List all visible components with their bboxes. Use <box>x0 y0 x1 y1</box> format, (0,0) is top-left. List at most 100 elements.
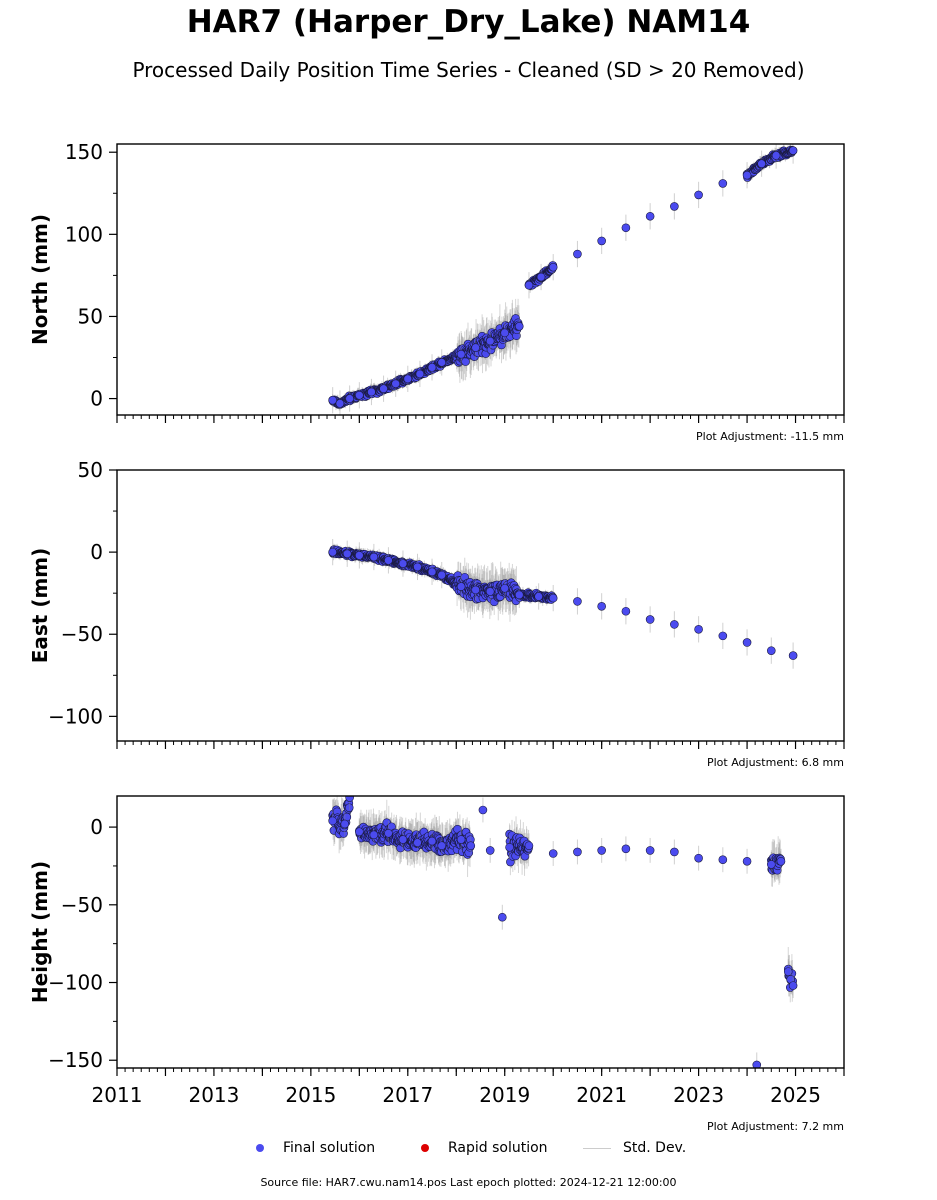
data-point <box>398 559 408 568</box>
legend-final-marker <box>256 1144 264 1152</box>
plot-adjustment-note: Plot Adjustment: -11.5 mm <box>696 430 844 443</box>
data-point <box>500 583 510 593</box>
x-tick-label: 2011 <box>92 1083 143 1107</box>
legend-rapid-label: Rapid solution <box>448 1140 548 1156</box>
plot-frame <box>116 795 845 1069</box>
data-point <box>621 223 631 233</box>
data-point <box>573 847 582 857</box>
data-point <box>752 1060 762 1068</box>
legend-rapid-marker <box>421 1144 429 1152</box>
data-point <box>355 827 364 837</box>
data-point <box>328 395 337 405</box>
data-point <box>534 592 543 601</box>
data-point <box>645 615 655 624</box>
data-point <box>485 336 495 346</box>
data-point <box>597 236 606 246</box>
data-point <box>524 841 534 851</box>
data-point <box>328 547 337 557</box>
data-point <box>788 651 798 660</box>
data-point <box>670 202 679 211</box>
data-point <box>621 844 631 854</box>
data-point <box>524 280 534 290</box>
y-tick-label: −50 <box>61 622 103 646</box>
data-point <box>403 374 413 384</box>
data-point <box>384 556 393 565</box>
y-tick-label: −50 <box>61 893 103 917</box>
y-tick-label: 150 <box>65 140 103 164</box>
data-point <box>345 394 354 403</box>
y-tick-label: 0 <box>90 540 103 564</box>
data-point <box>776 856 786 866</box>
x-tick-label: 2025 <box>770 1083 821 1107</box>
data-point <box>427 836 437 846</box>
y-tick-label: 0 <box>90 387 103 411</box>
panel-height: 2011 2013 2015 2017 2019 2021 2023 2025 −150 −100… <box>28 795 845 1133</box>
data-point <box>694 853 703 863</box>
x-tick-label: 2021 <box>576 1083 627 1107</box>
data-point <box>342 549 352 559</box>
data-point <box>766 646 776 655</box>
x-tick-label: 2017 <box>382 1083 433 1107</box>
y-tick-label: −100 <box>48 971 103 995</box>
legend: Final solution Rapid solution Std. Dev. <box>240 1138 710 1158</box>
data-point <box>340 819 350 829</box>
data-point <box>597 602 606 611</box>
data-point <box>771 151 781 160</box>
data-point <box>427 363 437 372</box>
data-point <box>718 631 728 641</box>
data-point <box>718 855 728 865</box>
data-point <box>437 570 447 580</box>
data-point <box>427 567 437 577</box>
data-point <box>485 846 495 855</box>
data-point <box>645 846 655 855</box>
y-axis-label: Height (mm) <box>28 861 52 1003</box>
x-tick-label: 2019 <box>479 1083 530 1107</box>
data-point <box>548 262 558 272</box>
data-point <box>456 349 466 359</box>
data-point <box>456 835 466 844</box>
data-point <box>415 369 425 379</box>
data-point <box>573 597 582 606</box>
legend-std-label: Std. Dev. <box>623 1140 687 1156</box>
data-point <box>437 841 447 851</box>
data-point <box>621 606 631 616</box>
source-footer: Source file: HAR7.cwu.nam14.pos Last epo… <box>260 1176 677 1189</box>
data-point <box>398 835 408 844</box>
data-point <box>413 838 422 847</box>
data-point <box>456 582 466 591</box>
data-point <box>367 387 376 397</box>
data-point <box>437 358 447 367</box>
chart-subtitle: Processed Daily Position Time Series - C… <box>132 58 805 82</box>
data-point <box>670 847 679 857</box>
data-point <box>413 562 422 572</box>
data-point <box>335 399 345 408</box>
data-point <box>391 379 400 389</box>
panel-east: −100 −50 0 50 East (mm) Plot Adjustment: 6.8 … <box>28 458 845 769</box>
data-point <box>645 211 655 221</box>
y-axis-label: North (mm) <box>28 214 52 345</box>
chart-title: HAR7 (Harper_Dry_Lake) NAM14 <box>186 4 751 40</box>
y-tick-label: −150 <box>48 1048 103 1072</box>
y-tick-label: 50 <box>78 304 103 328</box>
data-point <box>742 856 752 866</box>
data-point <box>471 343 480 352</box>
data-point <box>548 593 558 603</box>
data-point <box>757 159 766 169</box>
y-axis-label: East (mm) <box>28 548 52 664</box>
x-tick-label: 2015 <box>285 1083 336 1107</box>
data-point <box>466 841 476 851</box>
data-point <box>573 249 582 259</box>
plot-frame <box>116 469 845 742</box>
x-tick-label: 2013 <box>188 1083 239 1107</box>
data-point <box>471 585 480 595</box>
data-point <box>548 849 558 858</box>
plot-frame <box>116 143 845 416</box>
plot-adjustment-note: Plot Adjustment: 6.8 mm <box>707 756 844 769</box>
plot-adjustment-note: Plot Adjustment: 7.2 mm <box>707 1120 844 1133</box>
data-point <box>379 384 388 394</box>
data-point <box>345 796 354 802</box>
data-point <box>766 860 776 869</box>
panel-north: 0 50 100 150 North (mm) Plot Adjustment: -11.… <box>28 140 845 443</box>
data-point <box>718 179 728 188</box>
